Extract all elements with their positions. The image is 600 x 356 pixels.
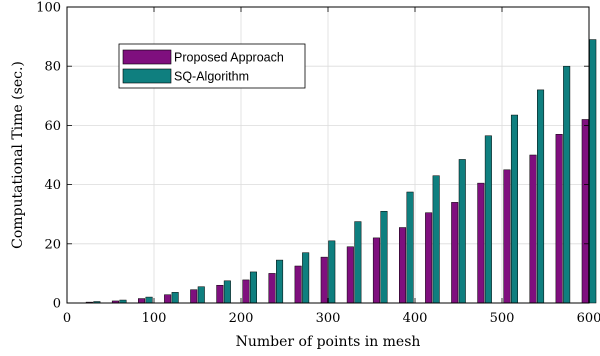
legend-label-proposed-approach: Proposed Approach	[174, 51, 284, 65]
bar-proposed-approach	[294, 265, 302, 304]
bar-proposed-approach	[242, 279, 250, 304]
x-tick-label: 100	[142, 311, 167, 326]
bar-proposed-approach	[138, 298, 146, 304]
x-axis-label: Number of points in mesh	[236, 334, 421, 350]
x-tick-label: 200	[229, 311, 254, 326]
bar-proposed-approach	[503, 169, 511, 304]
bar-proposed-approach	[529, 154, 537, 304]
legend-swatch-sq-algorithm	[122, 68, 172, 84]
bar-sq-algorithm	[484, 135, 492, 304]
bar-sq-algorithm	[328, 240, 336, 304]
axis-ticks: 0 20 40 60 80 100 0 100 200 300 400 500 600	[36, 1, 600, 327]
bar-sq-algorithm	[563, 65, 571, 304]
bar-sq-algorithm	[249, 271, 257, 304]
x-tick-label: 500	[490, 311, 515, 326]
y-tick-label: 40	[44, 178, 61, 193]
bar-proposed-approach	[399, 227, 407, 304]
x-tick-label: 400	[403, 311, 428, 326]
bar-proposed-approach	[451, 202, 459, 304]
bar-proposed-approach	[268, 273, 276, 304]
bar-proposed-approach	[477, 182, 485, 304]
bar-proposed-approach	[320, 256, 328, 304]
bar-sq-algorithm	[171, 292, 179, 304]
bar-sq-algorithm	[223, 280, 231, 304]
x-tick-label: 600	[577, 311, 600, 326]
y-tick-label: 100	[36, 1, 61, 16]
bar-proposed-approach	[555, 134, 563, 304]
bar-sq-algorithm	[589, 39, 597, 304]
bar-proposed-approach	[581, 119, 589, 304]
bar-proposed-approach	[425, 212, 433, 304]
bar-proposed-approach	[164, 294, 172, 304]
legend-swatch-proposed-approach	[122, 49, 172, 65]
x-tick-label: 0	[63, 311, 71, 326]
legend: Proposed Approach SQ-Algorithm	[118, 43, 306, 89]
bar-proposed-approach	[190, 289, 198, 304]
y-tick-label: 20	[44, 237, 61, 252]
y-tick-label: 80	[44, 60, 61, 75]
y-axis-label: Computational Time (sec.)	[10, 61, 26, 249]
bar-sq-algorithm	[276, 259, 284, 304]
bar-sq-algorithm	[432, 175, 440, 304]
bar-sq-algorithm	[354, 221, 362, 304]
bar-proposed-approach	[346, 246, 354, 304]
x-tick-label: 300	[316, 311, 341, 326]
y-tick-label: 0	[53, 297, 61, 312]
bar-sq-algorithm	[458, 159, 466, 304]
y-tick-label: 60	[44, 119, 61, 134]
bar-sq-algorithm	[380, 210, 388, 304]
bar-sq-algorithm	[145, 296, 153, 304]
bar-sq-algorithm	[537, 89, 545, 304]
bar-sq-algorithm	[302, 252, 310, 304]
bar-sq-algorithm	[406, 191, 414, 304]
bar-sq-algorithm	[510, 114, 518, 304]
bar-proposed-approach	[216, 284, 224, 304]
bar-sq-algorithm	[197, 286, 205, 304]
legend-label-sq-algorithm: SQ-Algorithm	[174, 70, 249, 84]
bar-proposed-approach	[372, 237, 380, 304]
